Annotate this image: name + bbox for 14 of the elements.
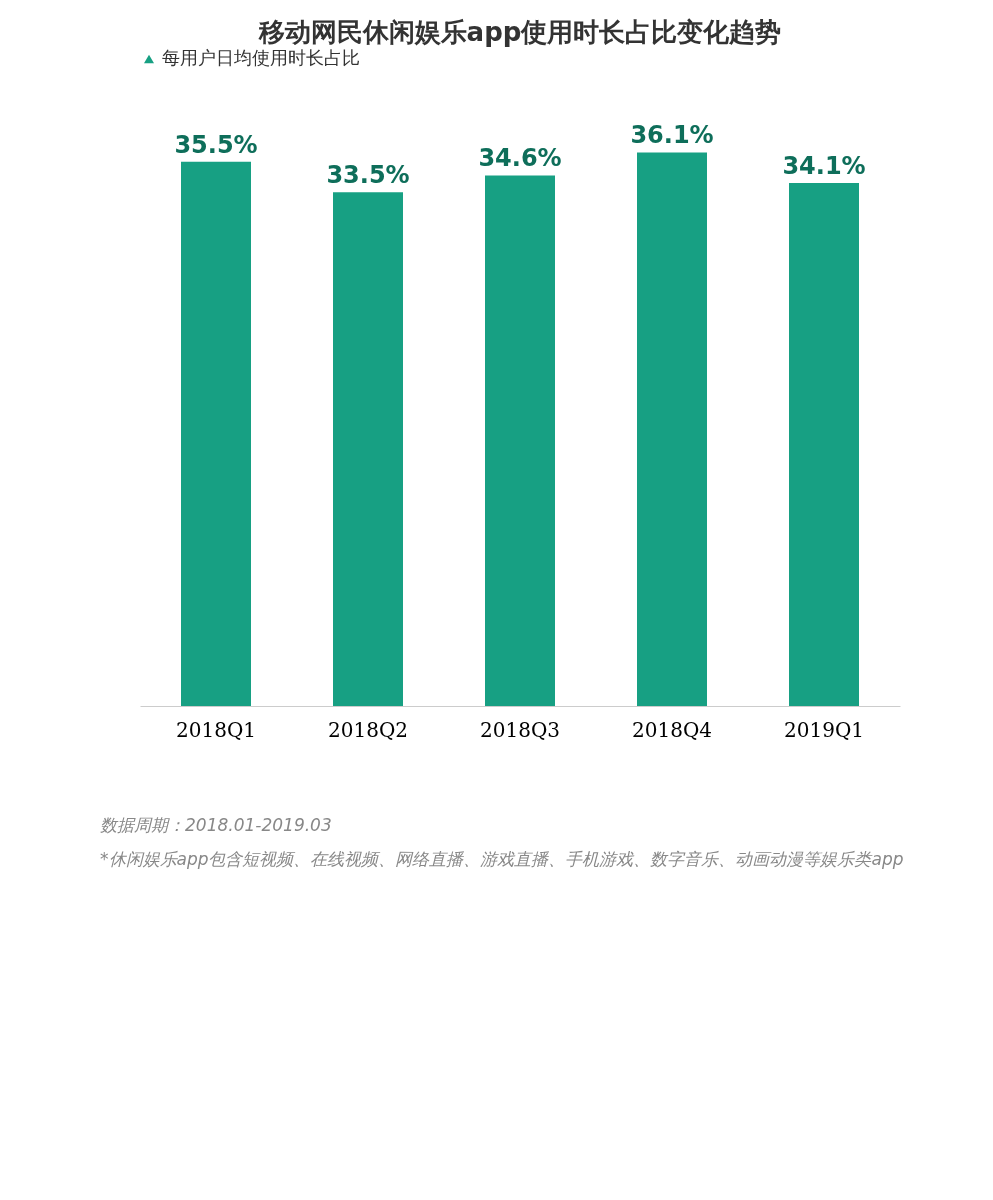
legend-label: 每用户日均使用时长占比	[162, 47, 360, 68]
text: 数据周期：2018.01-2019.03	[100, 815, 332, 835]
data-label: 34.1%	[782, 152, 866, 181]
x-tick-label: 2019Q1	[783, 717, 865, 742]
data-label: 33.5%	[326, 161, 410, 190]
data-label: 36.1%	[630, 121, 714, 150]
chart-title: 移动网民休闲娱乐app使用时长占比变化趋势	[257, 17, 782, 47]
x-tick-label: 2018Q3	[479, 717, 561, 742]
text: *休闲娱乐app包含短视频、在线视频、网络直播、游戏直播、手机游戏、数字音乐、动画动漫等娱乐类app	[100, 849, 904, 869]
data-label: 35.5%	[174, 130, 258, 159]
data-label: 34.6%	[478, 144, 562, 173]
x-tick-label: 2018Q4	[631, 717, 713, 742]
x-tick-label: 2018Q2	[327, 717, 409, 742]
x-tick-label: 2018Q1	[175, 717, 257, 742]
